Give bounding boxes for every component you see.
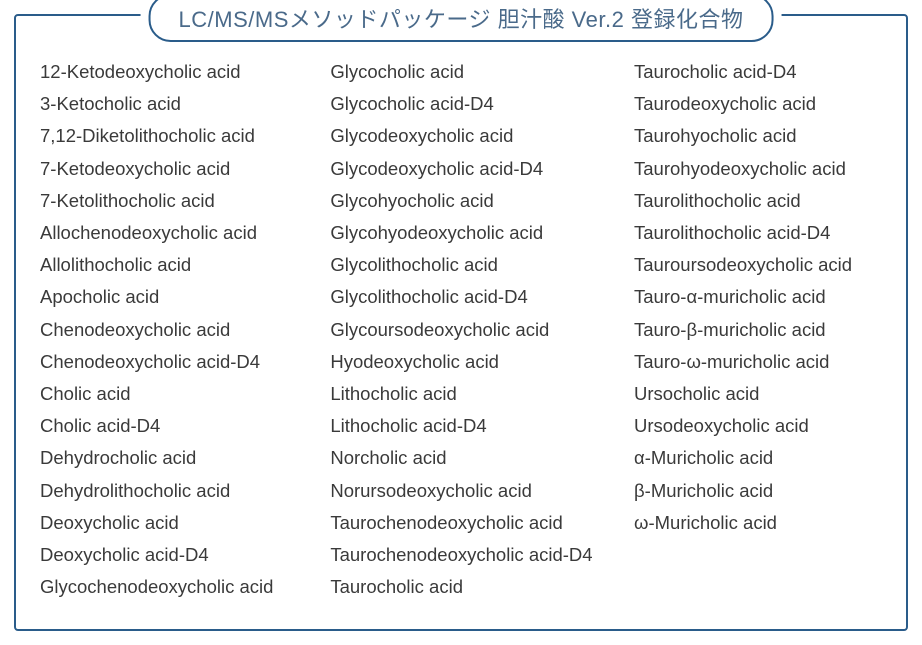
compound-item: 7,12-Diketolithocholic acid <box>40 120 322 152</box>
compound-item: Taurochenodeoxycholic acid-D4 <box>330 539 626 571</box>
compound-item: Glycoursodeoxycholic acid <box>330 314 626 346</box>
compound-item: Taurohyodeoxycholic acid <box>634 153 882 185</box>
compound-item: Deoxycholic acid <box>40 507 322 539</box>
compound-item: Glycocholic acid <box>330 56 626 88</box>
compound-item: Ursocholic acid <box>634 378 882 410</box>
compound-item: Taurocholic acid <box>330 571 626 603</box>
compound-item: Ursodeoxycholic acid <box>634 410 882 442</box>
columns-container: 12-Ketodeoxycholic acid3-Ketocholic acid… <box>40 56 882 603</box>
compound-item: Norursodeoxycholic acid <box>330 475 626 507</box>
compound-item: Glycocholic acid-D4 <box>330 88 626 120</box>
compound-item: Tauro-β-muricholic acid <box>634 314 882 346</box>
compound-item: Glycolithocholic acid <box>330 249 626 281</box>
compound-item: Dehydrocholic acid <box>40 442 322 474</box>
compound-item: 3-Ketocholic acid <box>40 88 322 120</box>
compound-item: Hyodeoxycholic acid <box>330 346 626 378</box>
column-2: Glycocholic acidGlycocholic acid-D4Glyco… <box>330 56 626 603</box>
compound-item: Glycodeoxycholic acid-D4 <box>330 153 626 185</box>
compound-item: Allochenodeoxycholic acid <box>40 217 322 249</box>
compound-item: Glycohyodeoxycholic acid <box>330 217 626 249</box>
compound-item: Allolithocholic acid <box>40 249 322 281</box>
compound-item: 7-Ketolithocholic acid <box>40 185 322 217</box>
compound-item: β-Muricholic acid <box>634 475 882 507</box>
column-1: 12-Ketodeoxycholic acid3-Ketocholic acid… <box>40 56 322 603</box>
panel-title: LC/MS/MSメソッドパッケージ 胆汁酸 Ver.2 登録化合物 <box>149 0 774 42</box>
compound-item: 7-Ketodeoxycholic acid <box>40 153 322 185</box>
compound-item: Taurolithocholic acid-D4 <box>634 217 882 249</box>
compound-item: Cholic acid <box>40 378 322 410</box>
compound-item: Glycodeoxycholic acid <box>330 120 626 152</box>
compound-item: Chenodeoxycholic acid-D4 <box>40 346 322 378</box>
compound-item: Apocholic acid <box>40 281 322 313</box>
compound-item: Cholic acid-D4 <box>40 410 322 442</box>
compound-item: Tauro-α-muricholic acid <box>634 281 882 313</box>
compound-item: Deoxycholic acid-D4 <box>40 539 322 571</box>
compound-item: Norcholic acid <box>330 442 626 474</box>
compound-item: Taurohyocholic acid <box>634 120 882 152</box>
compound-item: Taurochenodeoxycholic acid <box>330 507 626 539</box>
compound-item: Glycolithocholic acid-D4 <box>330 281 626 313</box>
compound-item: Tauro-ω-muricholic acid <box>634 346 882 378</box>
title-pill-wrap: LC/MS/MSメソッドパッケージ 胆汁酸 Ver.2 登録化合物 <box>141 0 782 42</box>
compound-item: α-Muricholic acid <box>634 442 882 474</box>
compound-item: Glycochenodeoxycholic acid <box>40 571 322 603</box>
compound-item: Glycohyocholic acid <box>330 185 626 217</box>
compound-item: Taurodeoxycholic acid <box>634 88 882 120</box>
compound-item: Taurocholic acid-D4 <box>634 56 882 88</box>
compound-item: ω-Muricholic acid <box>634 507 882 539</box>
compound-item: Lithocholic acid <box>330 378 626 410</box>
compound-item: Taurolithocholic acid <box>634 185 882 217</box>
compound-item: Tauroursodeoxycholic acid <box>634 249 882 281</box>
compound-item: Lithocholic acid-D4 <box>330 410 626 442</box>
compound-item: Chenodeoxycholic acid <box>40 314 322 346</box>
column-3: Taurocholic acid-D4Taurodeoxycholic acid… <box>634 56 882 603</box>
compound-item: 12-Ketodeoxycholic acid <box>40 56 322 88</box>
compound-item: Dehydrolithocholic acid <box>40 475 322 507</box>
compound-list-box: LC/MS/MSメソッドパッケージ 胆汁酸 Ver.2 登録化合物 12-Ket… <box>14 14 908 631</box>
